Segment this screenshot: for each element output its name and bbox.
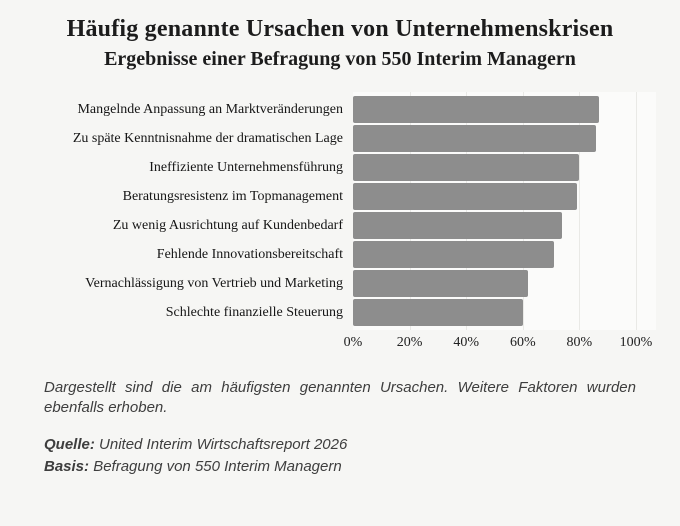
category-label: Beratungsresistenz im Topmanagement (122, 189, 343, 204)
source-block: Quelle: United Interim Wirtschaftsreport… (44, 434, 680, 478)
category-label: Schlechte finanzielle Steuerung (165, 305, 343, 320)
gridline (466, 92, 468, 330)
gridline (636, 92, 637, 330)
bar-row (353, 298, 656, 327)
axis-spacer (38, 335, 353, 353)
x-axis-tick-label: 40% (453, 335, 480, 350)
basis-line: Basis: Befragung von 550 Interim Manager… (44, 456, 680, 478)
source-line: Quelle: United Interim Wirtschaftsreport… (44, 434, 680, 456)
page-title: Häufig genannte Ursachen von Unternehmen… (66, 16, 614, 42)
bar-row (353, 124, 656, 153)
category-label: Zu späte Kenntnisnahme der dramatischen … (72, 131, 343, 146)
footnote-text: Dargestellt sind die am häufigsten genan… (44, 378, 636, 418)
x-axis-tick-label: 60% (509, 335, 536, 350)
gridline (579, 92, 581, 330)
bar-row (353, 153, 656, 182)
footnote-line-2: ebenfalls erhoben. (44, 399, 168, 416)
gridline (409, 92, 411, 330)
infographic-page: Häufig genannte Ursachen von Unternehmen… (0, 16, 680, 526)
basis-text: Befragung von 550 Interim Managern (93, 458, 342, 475)
bar (353, 183, 577, 210)
bar (353, 154, 580, 181)
bar (353, 96, 600, 123)
bar-row (353, 240, 656, 269)
x-axis-tick-labels: 0% 20% 40% 60% 80% 100% (344, 335, 656, 353)
footnote-line-1: Dargestellt sind die am häufigsten genan… (44, 379, 636, 396)
page-subtitle: Ergebnisse einer Befragung von 550 Inter… (104, 48, 576, 70)
gridline (522, 92, 524, 330)
category-label: Zu wenig Ausrichtung auf Kundenbedarf (112, 218, 343, 233)
category-labels-column: Mangelnde Anpassung an Marktveränderunge… (38, 92, 353, 330)
bar (353, 299, 523, 326)
category-label: Vernachlässigung von Vertrieb und Market… (85, 276, 343, 291)
chart-body: Mangelnde Anpassung an Marktveränderunge… (38, 92, 656, 330)
bar (353, 125, 597, 152)
source-label: Quelle: (44, 436, 95, 453)
basis-label: Basis: (44, 458, 90, 475)
x-axis-tick-label: 0% (343, 335, 363, 350)
bar-row (353, 95, 656, 124)
bar (353, 212, 563, 239)
x-axis-tick-label: 20% (396, 335, 423, 350)
bar (353, 270, 529, 297)
category-label: Mangelnde Anpassung an Marktveränderunge… (77, 102, 343, 117)
bar-row (353, 269, 656, 298)
bar-row (353, 211, 656, 240)
x-axis: 0% 20% 40% 60% 80% 100% (38, 335, 656, 353)
bar-row (353, 182, 656, 211)
bar-chart: Mangelnde Anpassung an Marktveränderunge… (38, 92, 656, 353)
x-axis-tick-label: 100% (619, 335, 653, 350)
bars-container (353, 95, 656, 327)
source-text: United Interim Wirtschaftsreport 2026 (99, 436, 348, 453)
x-axis-tick-label: 80% (566, 335, 593, 350)
category-label: Ineffiziente Unternehmensführung (149, 160, 343, 175)
bar (353, 241, 554, 268)
category-label: Fehlende Innovationsbereitschaft (156, 247, 343, 262)
plot-area (353, 92, 656, 330)
